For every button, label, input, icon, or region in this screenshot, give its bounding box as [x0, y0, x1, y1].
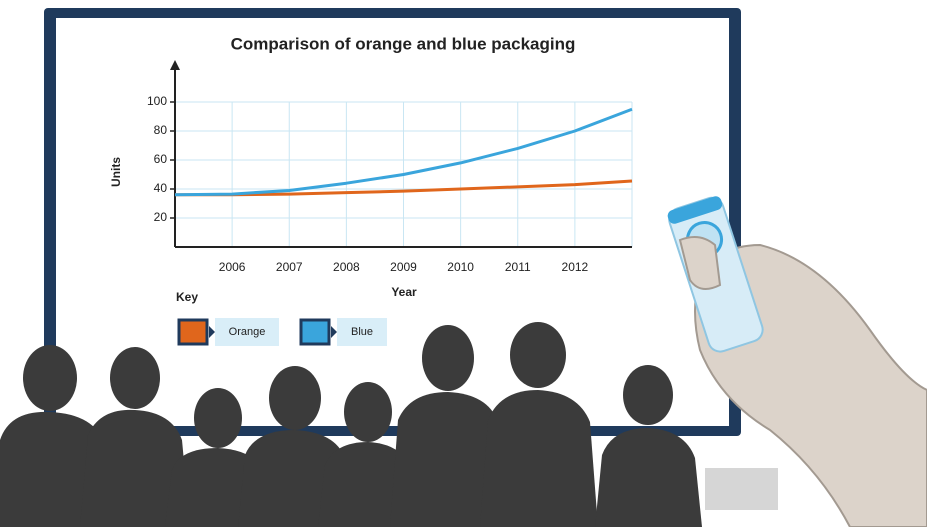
legend-label: Orange	[229, 326, 266, 338]
legend-swatch	[299, 318, 331, 346]
y-tick-label: 40	[154, 181, 168, 195]
legend-swatch	[177, 318, 209, 346]
screen	[56, 18, 729, 426]
x-tick-label: 2010	[447, 260, 474, 274]
grid	[175, 101, 633, 247]
hand-with-remote	[667, 196, 927, 527]
y-tick-label: 80	[154, 123, 168, 137]
chart: Comparison of orange and blue packaging …	[109, 34, 633, 346]
person	[80, 347, 190, 527]
series-line	[175, 179, 633, 197]
x-tick-label: 2007	[276, 260, 303, 274]
y-axis-arrow	[170, 60, 180, 70]
chart-title: Comparison of orange and blue packaging	[231, 34, 576, 53]
y-tick-label: 100	[147, 94, 167, 108]
legend-label-box	[337, 318, 387, 346]
stand	[705, 468, 778, 510]
x-tick-label: 2008	[333, 260, 360, 274]
legend-pointer	[331, 326, 337, 338]
person	[390, 325, 505, 527]
legend-pointer	[209, 326, 215, 338]
person	[0, 345, 110, 527]
series-line	[174, 107, 633, 197]
x-tick-label: 2011	[505, 260, 531, 274]
legend-label-box	[215, 318, 279, 346]
x-tick-label: 2012	[562, 260, 589, 274]
x-tick-label: 2009	[390, 260, 417, 274]
legend-label: Blue	[351, 326, 373, 338]
legend-title: Key	[176, 290, 198, 304]
x-axis-label: Year	[391, 285, 417, 299]
audience	[0, 322, 702, 527]
person	[480, 322, 598, 527]
y-tick-label: 60	[154, 152, 168, 166]
x-tick-label: 2006	[219, 260, 246, 274]
y-axis-label: Units	[109, 157, 123, 187]
person	[595, 365, 702, 527]
y-tick-label: 20	[154, 210, 168, 224]
